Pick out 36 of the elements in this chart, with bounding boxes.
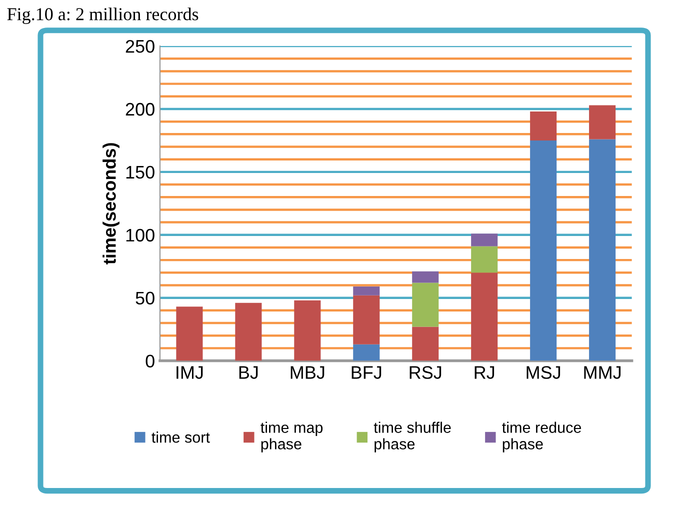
legend-label: time map phase [260, 422, 323, 452]
x-tick-label: RJ [474, 366, 494, 379]
y-tick-label: 50 [136, 292, 154, 305]
bar [471, 234, 498, 246]
legend-label: time shuffle phase [374, 422, 451, 452]
y-tick-label: 0 [146, 354, 154, 368]
bar [589, 139, 616, 361]
x-tick-label: BJ [239, 366, 258, 379]
legend-label: time sort [152, 432, 210, 443]
bar [294, 300, 321, 361]
y-tick-label: 150 [126, 166, 154, 179]
bar [412, 326, 439, 361]
bar [353, 295, 380, 344]
bar [471, 272, 498, 361]
bar [353, 344, 380, 361]
y-tick-label: 250 [126, 40, 154, 53]
bar [176, 306, 203, 361]
bar [412, 271, 439, 283]
bar [235, 302, 262, 361]
x-tick-label: MSJ [526, 366, 560, 379]
bar [471, 246, 498, 273]
chart-title: Fig.10 a: 2 million records [7, 8, 198, 24]
bar [412, 282, 439, 327]
x-tick-label: MBJ [290, 366, 324, 379]
x-tick-label: MMJ [584, 366, 621, 379]
y-tick-label: 100 [126, 228, 154, 242]
bar [530, 140, 557, 361]
legend-label: time reduce phase [502, 422, 582, 452]
y-tick-label: 200 [126, 102, 154, 116]
bar [353, 286, 380, 296]
y-axis-title: time(seconds) [102, 143, 120, 264]
x-tick-label: RSJ [410, 366, 442, 379]
x-tick-label: IMJ [176, 366, 203, 379]
bar [589, 105, 616, 140]
x-tick-label: BFJ [352, 366, 382, 379]
bar [530, 112, 557, 140]
